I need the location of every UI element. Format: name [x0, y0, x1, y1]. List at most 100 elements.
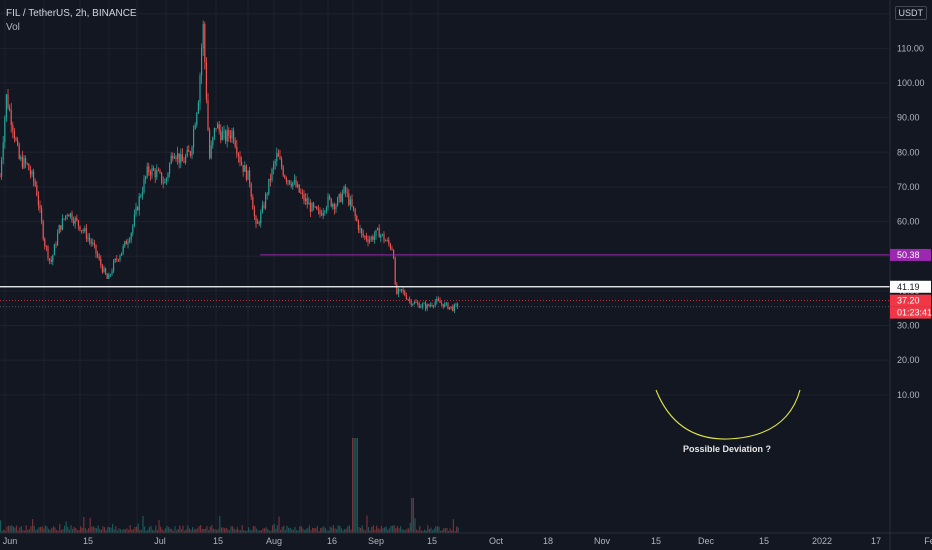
volume-bar [299, 526, 301, 533]
volume-bar [40, 527, 42, 533]
candle-body [89, 237, 91, 241]
volume-bar [288, 527, 290, 533]
volume-bar [395, 528, 397, 533]
candle-body [445, 302, 447, 304]
candle-body [145, 176, 147, 180]
candle-body [292, 182, 294, 187]
volume-bar [358, 527, 360, 533]
volume-bar [275, 528, 277, 533]
candle-body [378, 228, 380, 238]
volume-bar [36, 529, 38, 533]
volume-bar [188, 528, 190, 533]
volume-bar [366, 515, 368, 533]
volume-bar [224, 528, 226, 533]
volume-bar [164, 528, 166, 533]
volume-bar [153, 530, 155, 533]
candle-body [165, 178, 167, 182]
candle-body [207, 99, 209, 131]
candle-body [106, 274, 108, 279]
volume-bar [345, 528, 347, 533]
volume-bar [452, 519, 454, 533]
price-tick-label: 80.00 [897, 147, 920, 157]
volume-bar [38, 527, 40, 533]
volume-bar [361, 525, 363, 533]
volume-bar [128, 529, 130, 533]
price-axis[interactable]: 10.0020.0030.0040.0050.0060.0070.0080.00… [889, 0, 925, 550]
volume-bar [233, 528, 235, 533]
candle-body [199, 75, 201, 103]
volume-bar [115, 526, 117, 533]
volume-bar [268, 530, 270, 533]
candle-body [322, 212, 324, 216]
candle-body [442, 303, 444, 308]
volume-bar [142, 515, 144, 533]
volume-bar [388, 528, 390, 533]
candle-body [293, 179, 295, 183]
volume-indicator-label[interactable]: Vol [6, 22, 20, 33]
candle-body [284, 175, 286, 179]
volume-bar [259, 530, 261, 533]
volume-bar [219, 515, 221, 533]
volume-bar [340, 528, 342, 533]
candle-body [31, 171, 33, 175]
candle-body [402, 289, 404, 292]
volume-bar [369, 530, 371, 533]
volume-bar [422, 530, 424, 533]
time-tick-label: 15 [759, 536, 769, 546]
volume-bar [337, 525, 339, 533]
volume-bar [176, 530, 178, 533]
volume-bar [16, 525, 18, 533]
candle-body [343, 186, 345, 194]
candle-body [449, 306, 451, 309]
candle-body [282, 167, 284, 176]
volume-bar [123, 529, 125, 533]
candle-body [370, 236, 372, 240]
candle-body [196, 113, 198, 125]
candle-body [26, 163, 28, 165]
volume-bar [272, 525, 274, 533]
volume-bar [145, 530, 147, 533]
candle-body [95, 244, 97, 254]
candle-body [297, 184, 299, 187]
volume-bar [291, 529, 293, 533]
candle-body [210, 145, 212, 159]
candle-body [133, 214, 135, 226]
candle-body [441, 303, 443, 304]
volume-bar [195, 528, 197, 533]
candle-body [290, 183, 292, 187]
time-tick-label: 18 [543, 536, 553, 546]
volume-bar [100, 529, 102, 533]
price-tick-label: 90.00 [897, 113, 920, 123]
volume-bar [260, 530, 262, 533]
candle-body [340, 194, 342, 202]
volume-bar [22, 530, 24, 533]
time-axis[interactable]: Jun 15 Jul 15 Aug 16 Sep 15 Oct 18 Nov 15 Dec 15 2022 1… [0, 532, 932, 546]
volume-bar [46, 526, 48, 533]
candle-body [332, 204, 334, 207]
candle-body [197, 102, 199, 114]
volume-bar [41, 526, 43, 533]
time-tick-label: Jul [154, 536, 166, 546]
candle-body [345, 186, 347, 193]
candle-body [324, 211, 326, 213]
candle-body [231, 130, 233, 139]
volume-bar [217, 528, 219, 533]
volume-bar [126, 528, 128, 533]
volume-bar [380, 526, 382, 533]
symbol-title[interactable]: FIL / TetherUS, 2h, BINANCE [6, 8, 137, 19]
candle-body [100, 258, 102, 266]
candle-body [47, 246, 49, 259]
resistance-price-tag-bg [890, 248, 931, 261]
currency-label[interactable]: USDT [894, 6, 927, 20]
candle-body [204, 24, 206, 63]
volume-bar [257, 530, 259, 533]
candle-body [314, 206, 316, 208]
candle-body [236, 146, 238, 154]
candle-body [394, 257, 396, 285]
candle-body [21, 157, 23, 168]
volume-bar [24, 530, 26, 533]
candle-body [325, 207, 327, 212]
candle-body [228, 130, 230, 136]
candle-body [233, 130, 235, 142]
